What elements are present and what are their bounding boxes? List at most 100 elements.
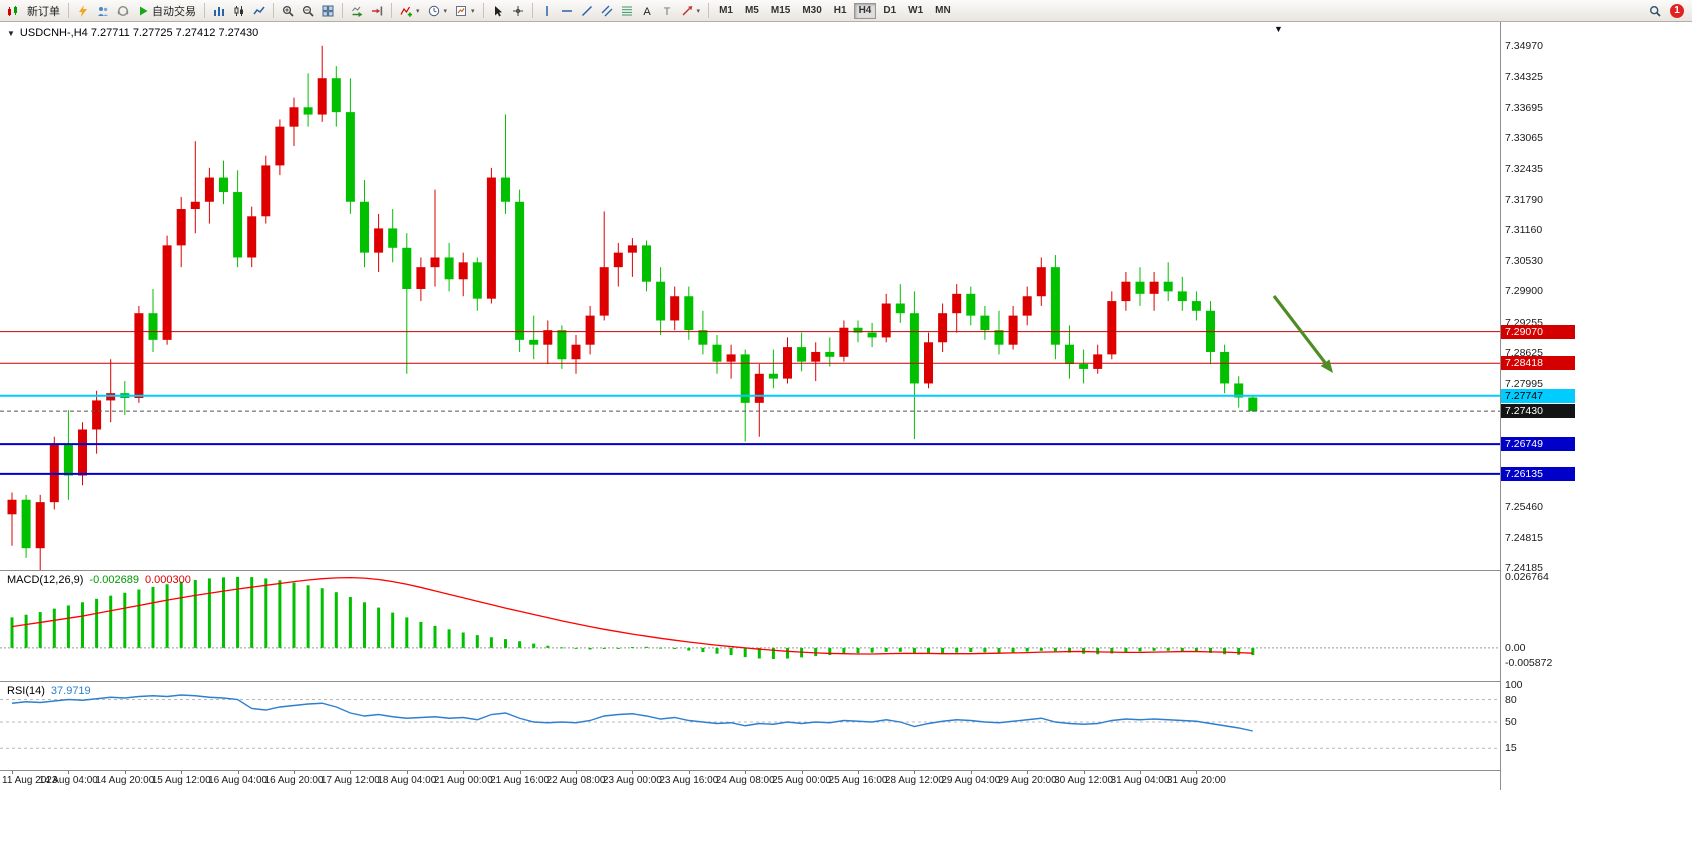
community-icon[interactable]: [93, 2, 113, 20]
macd-histogram-bar: [1223, 647, 1227, 655]
horizontal-line-icon[interactable]: [557, 2, 577, 20]
candlestick-chart-icon[interactable]: [229, 2, 249, 20]
macd-histogram-bar: [306, 585, 310, 648]
candlestick-chart-icon: [233, 5, 245, 17]
signals-icon[interactable]: [73, 2, 93, 20]
rsi-pane[interactable]: [0, 682, 1500, 770]
tf-h4-button[interactable]: H4: [853, 2, 877, 19]
candle-body-up: [1121, 281, 1131, 302]
text-icon[interactable]: A: [637, 2, 657, 20]
pane-separator[interactable]: [0, 681, 1575, 682]
pane-separator[interactable]: [0, 570, 1575, 571]
price-axis-label: 7.31790: [1505, 193, 1543, 206]
support-icon: [117, 5, 129, 17]
price-axis[interactable]: 7.34970 7.34325 7.33695 7.33065 7.32435 7.317…: [1500, 22, 1575, 790]
new-order-chart-icon: [7, 5, 19, 17]
templates-icon[interactable]: ▾: [451, 2, 479, 20]
tf-m15-button[interactable]: M15: [766, 3, 795, 19]
arrow-annotation-head[interactable]: [1320, 359, 1333, 373]
label-icon[interactable]: T: [657, 2, 677, 20]
zoom-out-icon[interactable]: [298, 2, 318, 20]
time-axis-tick: [519, 771, 521, 774]
arrow-annotation[interactable]: [1272, 295, 1327, 364]
support-icon[interactable]: [113, 2, 133, 20]
fibonacci-icon[interactable]: [617, 2, 637, 20]
horizontal-line-icon: [561, 5, 573, 17]
fibonacci-icon: [621, 5, 633, 17]
macd-histogram-bar: [165, 584, 169, 648]
dropdown-arrow-icon: ▾: [471, 7, 475, 15]
tf-h1-button[interactable]: H1: [829, 3, 852, 19]
toolbar-right: 1: [1645, 2, 1689, 20]
rsi-line: [11, 694, 1253, 732]
macd-histogram-bar: [828, 647, 832, 656]
chart-shift-icon[interactable]: [367, 2, 387, 20]
candle-body-up: [430, 257, 440, 268]
zoom-in-icon[interactable]: [278, 2, 298, 20]
time-label: 21 Aug 16:00: [490, 775, 550, 786]
periods-icon: [428, 5, 440, 17]
candle-body-up: [374, 228, 384, 253]
bar-chart-icon[interactable]: [209, 2, 229, 20]
macd-histogram-bar: [969, 647, 973, 653]
one-click-panel-arrow-icon[interactable]: ▼: [1274, 24, 1283, 34]
candle-body-down: [402, 247, 412, 289]
price-axis-label: 7.33695: [1505, 101, 1543, 114]
time-axis-tick: [1027, 771, 1029, 774]
tf-h1-button-label: H1: [833, 5, 847, 16]
tf-m30-button[interactable]: M30: [797, 3, 826, 19]
candle-body-up: [35, 502, 45, 549]
new-order-button[interactable]: 新订单: [23, 2, 64, 20]
time-axis[interactable]: 11 Aug 2023 14 Aug 04:00 14 Aug 20:00 15 Au…: [0, 771, 1575, 790]
time-axis-tick: [632, 771, 634, 774]
vertical-line-icon[interactable]: [537, 2, 557, 20]
macd-histogram-bar: [997, 647, 1001, 653]
tf-m1-button-label: M1: [719, 5, 733, 16]
zoom-in-icon: [282, 5, 294, 17]
time-axis-tick: [12, 771, 13, 774]
channel-icon[interactable]: [597, 2, 617, 20]
notification-badge[interactable]: 1: [1670, 3, 1684, 18]
candle-body-down: [21, 499, 31, 549]
candle-body-down: [529, 339, 539, 345]
macd-pane[interactable]: [0, 571, 1500, 681]
time-label: 15 Aug 12:00: [151, 775, 211, 786]
macd-histogram-bar: [687, 647, 691, 651]
macd-histogram-bar: [461, 632, 465, 648]
chart-collapse-icon[interactable]: ▼: [7, 28, 15, 38]
line-chart-icon[interactable]: [249, 2, 269, 20]
time-label: 14 Aug 04:00: [38, 775, 98, 786]
tf-d1-button[interactable]: D1: [878, 3, 901, 19]
text-icon: A: [641, 5, 653, 17]
toolbar-separator: [204, 3, 205, 18]
indicators-icon[interactable]: ▾: [396, 2, 424, 20]
tf-m5-button[interactable]: M5: [740, 3, 764, 19]
arrows-icon[interactable]: ▾: [677, 2, 705, 20]
main-chart[interactable]: [0, 22, 1500, 570]
search-icon[interactable]: [1645, 2, 1665, 20]
dropdown-arrow-icon: ▾: [416, 7, 420, 15]
zoom-out-icon: [302, 5, 314, 17]
macd-histogram-bar: [1166, 647, 1170, 651]
price-tag-7.27430: 7.27430: [1501, 404, 1575, 419]
macd-histogram-bar: [757, 647, 761, 659]
candle-body-up: [938, 313, 948, 343]
trendline-icon[interactable]: [577, 2, 597, 20]
tf-m1-button[interactable]: M1: [714, 3, 738, 19]
tf-mn-button[interactable]: MN: [930, 3, 956, 19]
crosshair-icon[interactable]: [508, 2, 528, 20]
tile-windows-icon[interactable]: [318, 2, 338, 20]
periods-icon[interactable]: ▾: [424, 2, 452, 20]
autotrading-button[interactable]: 自动交易: [133, 2, 200, 20]
auto-scroll-icon[interactable]: [347, 2, 367, 20]
macd-histogram-bar: [264, 578, 268, 648]
candle-body-up: [92, 400, 102, 430]
autotrading-button-label: 自动交易: [152, 5, 196, 18]
macd-histogram-bar: [81, 602, 84, 648]
candle-body-up: [176, 209, 186, 246]
macd-histogram-bar: [1068, 647, 1071, 653]
cursor-icon[interactable]: [488, 2, 508, 20]
tf-w1-button[interactable]: W1: [903, 3, 928, 19]
new-order-chart-icon[interactable]: [3, 2, 23, 20]
price-axis-label: 7.34325: [1505, 70, 1543, 83]
